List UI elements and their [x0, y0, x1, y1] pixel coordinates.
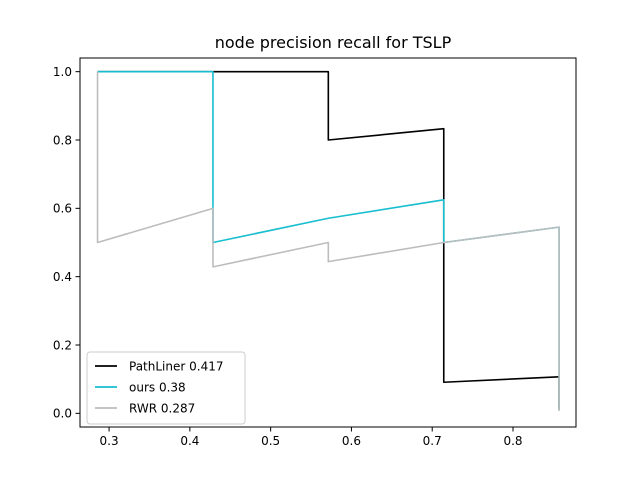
- y-tick-label-4: 0.8: [53, 133, 72, 147]
- legend-box: [86, 351, 246, 425]
- x-tick-label-5: 0.8: [503, 434, 522, 448]
- x-tick-label-0: 0.3: [100, 434, 119, 448]
- series-layer: [96, 70, 560, 411]
- series-line-2: [96, 71, 560, 411]
- y-tick-label-3: 0.6: [53, 202, 72, 216]
- x-tick-label-4: 0.7: [423, 434, 442, 448]
- legend-label-1: ours 0.38: [129, 381, 186, 395]
- legend-label-0: PathLiner 0.417: [129, 360, 223, 374]
- legend-label-2: RWR 0.287: [129, 402, 195, 416]
- x-tick-label-1: 0.4: [180, 434, 199, 448]
- y-tick-label-5: 1.0: [53, 65, 72, 79]
- x-axis: 0.3 0.4 0.5 0.6 0.7 0.8: [100, 427, 523, 448]
- plot-frame: [79, 57, 577, 428]
- x-tick-label-3: 0.6: [342, 434, 361, 448]
- y-tick-label-2: 0.4: [53, 270, 72, 284]
- y-tick-label-1: 0.2: [53, 338, 72, 352]
- chart-title: node precision recall for TSLP: [215, 33, 452, 52]
- series-line-0: [97, 70, 560, 410]
- y-tick-label-0: 0.0: [53, 407, 72, 421]
- legend: PathLiner 0.417 ours 0.38 RWR 0.287: [86, 351, 246, 425]
- x-tick-label-2: 0.5: [261, 434, 280, 448]
- y-axis: 0.0 0.2 0.4 0.6 0.8 1.0: [53, 65, 80, 421]
